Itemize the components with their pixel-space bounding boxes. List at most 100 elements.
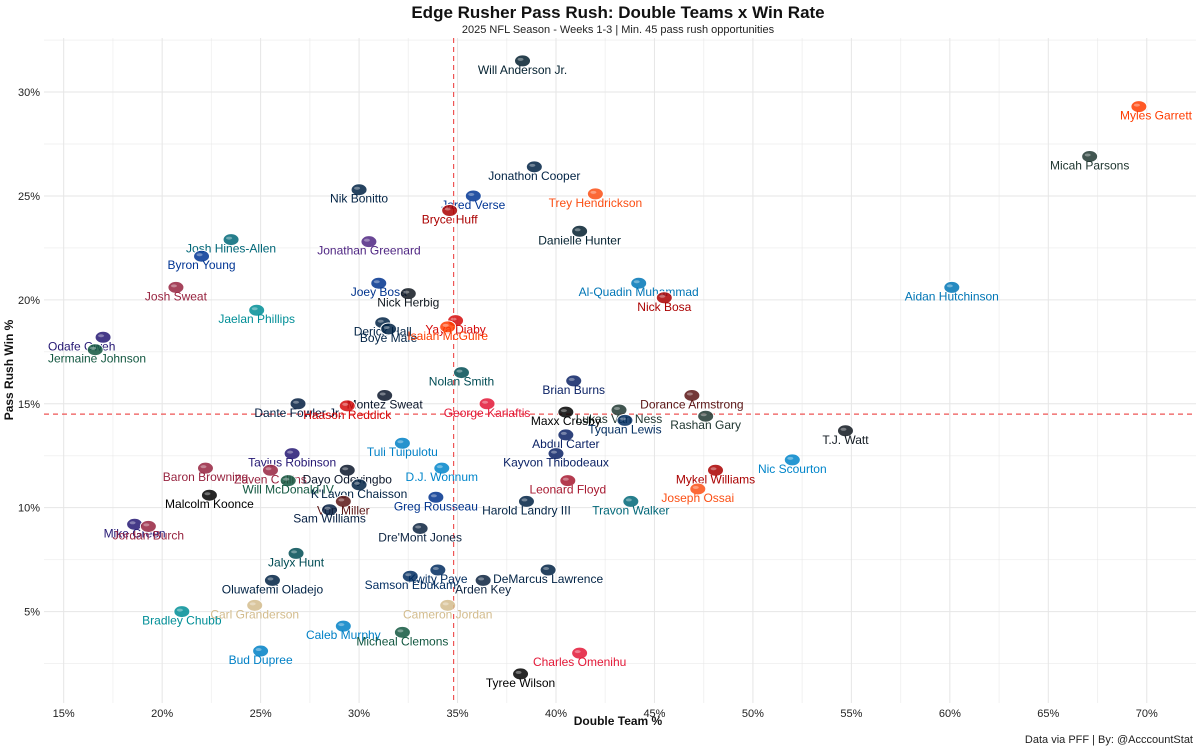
- point-label: Malcolm Koonce: [165, 497, 254, 511]
- x-tick-label: 35%: [447, 708, 469, 720]
- marker-highlight: [363, 238, 370, 242]
- reference-lines: [44, 38, 1196, 703]
- data-point: Kwity Paye: [408, 563, 468, 586]
- team-logo-marker: [334, 494, 352, 508]
- point-label: Haason Reddick: [303, 408, 392, 422]
- marker-highlight: [614, 406, 621, 410]
- point-label: Dorance Armstrong: [640, 397, 743, 411]
- y-axis-label: Pass Rush Win %: [2, 319, 16, 420]
- marker-highlight: [415, 525, 422, 529]
- marker-highlight: [283, 477, 290, 481]
- marker-highlight: [478, 577, 485, 581]
- marker-highlight: [338, 623, 345, 627]
- team-logo-marker: [338, 463, 356, 477]
- marker-highlight: [251, 307, 258, 311]
- y-tick-label: 25%: [18, 191, 40, 203]
- point-label: Jonathan Greenard: [317, 244, 420, 258]
- point-label: D.J. Wonnum: [406, 470, 478, 484]
- data-point: Sam Williams: [293, 503, 366, 526]
- marker-highlight: [338, 498, 345, 502]
- point-label: Micah Parsons: [1050, 158, 1129, 172]
- point-label: Dante Fowler Jr.: [254, 406, 341, 420]
- data-point: Isaiah McGuire: [407, 320, 488, 343]
- point-label: Nolan Smith: [429, 375, 494, 389]
- data-point: Joseph Ossai: [661, 482, 734, 505]
- point-label: Jalyx Hunt: [268, 555, 325, 569]
- point-label: Micheal Clemons: [356, 634, 448, 648]
- data-point: Harold Landry III: [482, 494, 571, 517]
- marker-highlight: [517, 57, 524, 61]
- point-label: Jordan Burch: [113, 528, 184, 542]
- x-tick-label: 20%: [151, 708, 173, 720]
- team-logo-marker: [586, 187, 604, 201]
- point-label: Greg Rousseau: [394, 499, 478, 513]
- marker-highlight: [529, 163, 536, 167]
- team-logo-marker: [565, 374, 583, 388]
- team-logo-marker: [411, 521, 429, 535]
- chart-subtitle: 2025 NFL Season - Weeks 1-3 | Min. 45 pa…: [462, 24, 775, 36]
- marker-highlight: [373, 280, 380, 284]
- team-logo-marker: [248, 303, 266, 317]
- team-logo-marker: [429, 563, 447, 577]
- point-label: Tyree Wilson: [486, 676, 555, 690]
- marker-highlight: [560, 431, 567, 435]
- marker-highlight: [456, 369, 463, 373]
- data-point: Charles Omenihu: [533, 646, 626, 669]
- point-label: Travon Walker: [592, 503, 669, 517]
- team-logo-marker: [401, 569, 419, 583]
- y-axis-ticks: 5% 10% 15% 20% 25% 30%: [18, 87, 40, 619]
- team-logo-marker: [399, 287, 417, 301]
- team-logo-marker: [1130, 100, 1148, 114]
- marker-highlight: [204, 492, 211, 496]
- point-label: Isaiah McGuire: [407, 329, 488, 343]
- marker-highlight: [625, 498, 632, 502]
- data-point: Baron Browning: [163, 461, 248, 484]
- marker-highlight: [287, 450, 294, 454]
- team-logo-marker: [167, 280, 185, 294]
- team-logo-marker: [707, 463, 725, 477]
- data-point: Odafe Oweh: [48, 330, 115, 353]
- point-label: Cameron Jordan: [403, 607, 492, 621]
- team-logo-marker: [139, 519, 157, 533]
- marker-highlight: [98, 334, 105, 338]
- marker-highlight: [176, 608, 183, 612]
- data-point: Dorance Armstrong: [640, 388, 744, 411]
- point-label: Rashan Gary: [670, 418, 741, 432]
- marker-highlight: [543, 567, 550, 570]
- team-logo-marker: [571, 224, 589, 238]
- team-logo-marker: [173, 605, 191, 619]
- point-label: Tuli Tuipulotu: [367, 445, 438, 459]
- team-logo-marker: [571, 646, 589, 660]
- data-points: Will Anderson Jr. Myles Garrett Micah Pars…: [48, 54, 1193, 690]
- data-point: Dante Fowler Jr.: [254, 397, 342, 420]
- data-point: Jonathan Greenard: [317, 235, 421, 258]
- marker-highlight: [342, 467, 349, 471]
- marker-highlight: [946, 284, 953, 288]
- data-point: Kayvon Thibodeaux: [503, 447, 609, 470]
- data-point: Travon Walker: [592, 494, 669, 517]
- data-point: D.J. Wonnum: [406, 461, 478, 484]
- marker-highlight: [383, 325, 390, 329]
- point-label: Nik Bonitto: [330, 192, 388, 206]
- marker-highlight: [710, 467, 717, 471]
- marker-highlight: [562, 477, 569, 481]
- data-point: Bud Dupree: [229, 644, 293, 667]
- data-point: Rashan Gary: [670, 409, 741, 432]
- data-point: Boye Mafe: [360, 322, 418, 345]
- marker-highlight: [442, 602, 449, 606]
- data-point: Jordan Burch: [113, 519, 184, 542]
- data-point: Nolan Smith: [429, 366, 494, 389]
- marker-highlight: [200, 465, 207, 469]
- marker-highlight: [90, 346, 97, 350]
- marker-highlight: [659, 294, 666, 298]
- point-label: Jermaine Johnson: [48, 352, 146, 366]
- team-logo-marker: [517, 494, 535, 508]
- x-tick-label: 60%: [939, 708, 961, 720]
- team-logo-marker: [287, 546, 305, 560]
- x-tick-label: 45%: [643, 708, 665, 720]
- point-label: Tavius Robinson: [248, 456, 336, 470]
- point-label: Joseph Ossai: [661, 491, 734, 505]
- marker-highlight: [1133, 103, 1140, 107]
- marker-highlight: [255, 648, 262, 652]
- data-point: Jonathon Cooper: [488, 160, 580, 183]
